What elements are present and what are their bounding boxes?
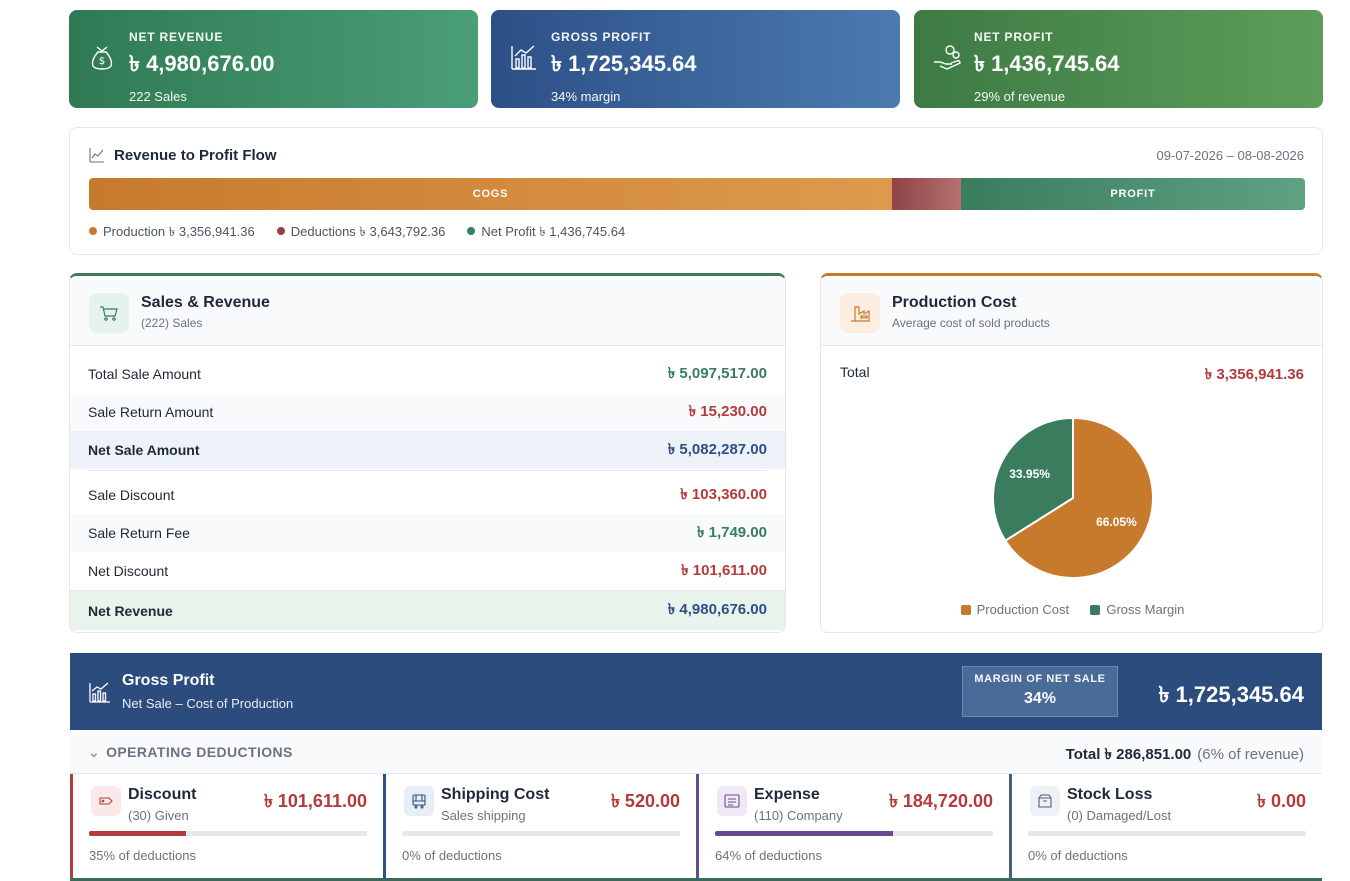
margin-label: MARGIN OF NET SALE <box>974 673 1106 685</box>
deduction-name: Expense <box>754 786 820 803</box>
kpi-sub: 222 Sales <box>129 89 187 104</box>
kpi-value: ৳ 1,725,345.64 <box>551 51 697 76</box>
tag-icon <box>91 786 121 816</box>
deduction-pct: 0% of deductions <box>402 848 502 863</box>
kpi-net-profit: NET PROFIT ৳ 1,436,745.64 29% of revenue <box>914 10 1323 108</box>
deduction-pct: 0% of deductions <box>1028 848 1128 863</box>
flow-segment-cogs: COGS <box>89 178 892 210</box>
table-row: Net Sale Amount ৳ 5,082,287.00 <box>70 431 785 469</box>
pie-slice-gross-margin[interactable] <box>992 416 1074 543</box>
kpi-net-revenue: $ NET REVENUE ৳ 4,980,676.00 222 Sales <box>69 10 478 108</box>
box-icon <box>1030 786 1060 816</box>
table-row: Sale Discount ৳ 103,360.00 <box>88 485 767 504</box>
receipt-icon <box>717 786 747 816</box>
deduction-pct: 64% of deductions <box>715 848 822 863</box>
card-subtitle: Average cost of sold products <box>892 316 1050 330</box>
flow-title: Revenue to Profit Flow <box>114 147 277 164</box>
deduction-progress <box>89 831 367 836</box>
factory-icon <box>840 293 880 333</box>
kpi-label: NET REVENUE <box>129 30 224 44</box>
deduction-name: Discount <box>128 786 197 803</box>
production-cost-card: Production Cost Average cost of sold pro… <box>820 273 1323 633</box>
bar-chart-icon <box>511 45 536 70</box>
operating-deductions-title: ⌄ OPERATING DEDUCTIONS <box>88 744 293 760</box>
deduction-value: ৳ 184,720.00 <box>888 791 993 811</box>
money-bag-icon: $ <box>91 46 113 70</box>
pie-label: 33.95% <box>1009 467 1050 481</box>
operating-total: Total ৳ 286,851.00 (6% of revenue) <box>1065 746 1304 763</box>
pie-legend: Production Cost Gross Margin <box>821 602 1322 617</box>
bottom-border <box>70 878 1322 881</box>
gross-profit-amount: ৳ 1,725,345.64 <box>1158 682 1304 707</box>
deduction-sub: (30) Given <box>128 808 189 823</box>
flow-bar: COGS PROFIT <box>89 178 1305 210</box>
deduction-sub: Sales shipping <box>441 808 526 823</box>
legend-gross-margin[interactable]: Gross Margin <box>1090 602 1184 617</box>
kpi-sub: 34% margin <box>551 89 621 104</box>
kpi-gross-profit: GROSS PROFIT ৳ 1,725,345.64 34% margin <box>491 10 900 108</box>
deduction-card-shipping: Shipping Cost Sales shipping ৳ 520.00 0%… <box>383 774 696 881</box>
deduction-progress <box>1028 831 1306 836</box>
deduction-card-discount: Discount (30) Given ৳ 101,611.00 35% of … <box>70 774 383 881</box>
legend-net-profit: Net Profit ৳ 1,436,745.64 <box>467 223 625 244</box>
production-pie-chart: 66.05% 33.95% <box>992 416 1154 579</box>
card-title: Production Cost <box>892 294 1017 311</box>
card-header: Sales & Revenue (222) Sales <box>70 276 785 346</box>
legend-deductions: Deductions ৳ 3,643,792.36 <box>276 223 445 244</box>
line-chart-icon <box>89 148 104 163</box>
gross-profit-subtitle: Net Sale – Cost of Production <box>122 696 294 711</box>
bar-chart-icon <box>89 682 110 703</box>
divider <box>88 470 767 471</box>
deduction-name: Stock Loss <box>1067 786 1153 803</box>
table-row: Sale Return Fee ৳ 1,749.00 <box>70 514 785 552</box>
table-row-total: Net Revenue ৳ 4,980,676.00 <box>70 590 785 630</box>
deduction-progress <box>402 831 680 836</box>
total-label: Total <box>840 364 870 380</box>
table-row: Net Discount ৳ 101,611.00 <box>88 561 767 580</box>
truck-icon <box>404 786 434 816</box>
deduction-value: ৳ 520.00 <box>610 791 680 811</box>
gross-profit-banner: Gross Profit Net Sale – Cost of Producti… <box>70 653 1322 730</box>
table-row: Sale Return Amount ৳ 15,230.00 <box>70 393 785 431</box>
progress-fill <box>89 831 187 836</box>
progress-fill <box>715 831 893 836</box>
kpi-sub: 29% of revenue <box>974 89 1066 104</box>
deduction-name: Shipping Cost <box>441 786 550 803</box>
total-value: ৳ 3,356,941.36 <box>1204 366 1304 383</box>
svg-text:$: $ <box>99 56 105 67</box>
cart-icon <box>89 293 129 333</box>
deduction-progress <box>715 831 993 836</box>
revenue-flow-card: Revenue to Profit Flow 09-07-2026 – 08-0… <box>69 127 1323 255</box>
date-range[interactable]: 09-07-2026 – 08-08-2026 <box>1156 148 1304 163</box>
kpi-label: NET PROFIT <box>974 30 1054 44</box>
gross-profit-title: Gross Profit <box>122 672 215 689</box>
kpi-label: GROSS PROFIT <box>551 30 652 44</box>
chevron-down-icon: ⌄ <box>88 744 101 760</box>
legend-production-cost[interactable]: Production Cost <box>960 602 1069 617</box>
pie-label: 66.05% <box>1096 515 1137 529</box>
flow-legend: Production ৳ 3,356,941.36 Deductions ৳ 3… <box>89 223 625 244</box>
deduction-sub: (110) Company <box>754 808 843 823</box>
kpi-value: ৳ 4,980,676.00 <box>129 51 275 76</box>
card-title: Sales & Revenue <box>141 294 270 311</box>
deduction-sub: (0) Damaged/Lost <box>1067 808 1172 823</box>
deduction-card-stock-loss: Stock Loss (0) Damaged/Lost ৳ 0.00 0% of… <box>1009 774 1322 881</box>
margin-value: 34% <box>1023 690 1057 707</box>
margin-box: MARGIN OF NET SALE 34% <box>962 666 1118 717</box>
deduction-value: ৳ 101,611.00 <box>263 791 367 811</box>
deduction-pct: 35% of deductions <box>89 848 196 863</box>
deduction-card-expense: Expense (110) Company ৳ 184,720.00 64% o… <box>696 774 1009 881</box>
deduction-value: ৳ 0.00 <box>1257 791 1306 811</box>
card-subtitle: (222) Sales <box>141 316 203 330</box>
operating-deductions-header[interactable]: ⌄ OPERATING DEDUCTIONS Total ৳ 286,851.00… <box>70 730 1322 774</box>
card-header: Production Cost Average cost of sold pro… <box>821 276 1322 346</box>
sales-revenue-card: Sales & Revenue (222) Sales Total Sale A… <box>69 273 786 633</box>
table-row: Total Sale Amount ৳ 5,097,517.00 <box>88 364 767 383</box>
legend-production: Production ৳ 3,356,941.36 <box>89 223 255 244</box>
kpi-value: ৳ 1,436,745.64 <box>974 51 1120 76</box>
flow-segment-profit: PROFIT <box>961 178 1305 210</box>
pie-slice-production-cost[interactable] <box>1003 416 1154 579</box>
hand-coins-icon <box>934 45 961 70</box>
flow-segment-deductions <box>892 178 961 210</box>
